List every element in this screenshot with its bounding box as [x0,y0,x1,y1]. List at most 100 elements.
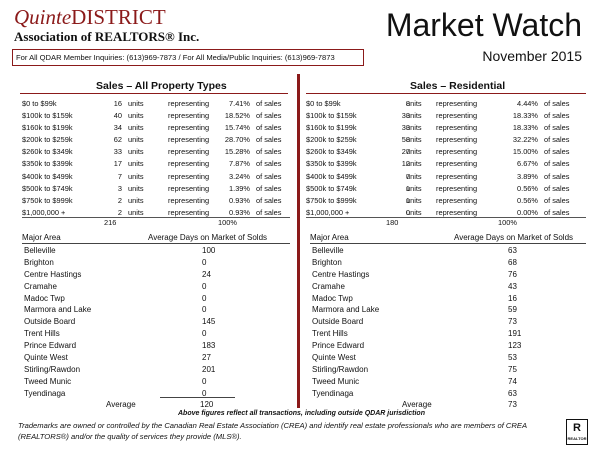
price-range: $750k to $999k [306,195,357,205]
representing-label: representing [168,135,210,145]
area-days: 75 [508,364,517,374]
price-range: $1,000,000 + [22,207,66,217]
average-label: Average [106,400,136,409]
representing-label: representing [168,159,210,169]
unit-count: 33 [401,123,410,133]
realtor-r-icon: R [573,422,581,434]
area-days: 63 [508,246,517,255]
price-row: $500k to $749k 1 units representing 0.56% of … [306,183,586,195]
area-row: Marmora and Lake 59 [312,304,586,316]
representing-label: representing [168,183,210,193]
price-row: $350k to $399k 17 units representing 7.87% of… [22,158,290,170]
area-name: Outside Board [24,317,76,327]
total-units: 216 [104,218,117,227]
area-name: Prince Edward [312,341,365,351]
of-sales-label: of sales [256,171,282,181]
price-row: $400k to $499k 7 units representing 3.24% of … [22,171,290,183]
of-sales-label: of sales [544,147,570,157]
area-days: 0 [202,257,207,267]
realtor-logo-text: REALTOR [567,436,587,441]
area-list-residential: Belleville 63 Brighton 68 Centre Hastings 76 C… [312,245,586,400]
area-row: Trent Hills 191 [312,328,586,340]
area-days: 100 [202,246,216,255]
sales-percent: 15.74% [224,123,250,133]
trademark-disclaimer: Trademarks are owned or controlled by th… [18,421,527,441]
area-name: Madoc Twp [24,293,65,303]
area-row: Quinte West 53 [312,352,586,364]
of-sales-label: of sales [544,183,570,193]
area-row: Cramahe 0 [24,281,288,293]
area-row: Stirling/Rawdon 201 [24,364,288,376]
sales-percent: 3.24% [229,171,250,181]
area-days: 183 [202,341,216,351]
total-row-residential: 180 100% [306,217,586,228]
area-name: Cramahe [312,281,345,291]
unit-count: 17 [113,159,122,169]
sales-percent: 18.52% [224,111,250,121]
units-label: units [406,195,422,205]
area-row: Madoc Twp 0 [24,293,288,305]
area-header-label: Major Area [310,233,349,242]
price-range: $350k to $399k [306,159,357,169]
area-days: 201 [202,364,216,374]
average-row-all-types: Average 120 [22,399,290,410]
price-table-residential: $0 to $99k 8 units representing 4.44% of sale… [306,98,586,219]
sales-percent: 28.70% [224,135,250,145]
of-sales-label: of sales [544,159,570,169]
unit-count: 2 [117,207,122,217]
unit-count: 1 [405,183,410,193]
area-row: Tyendinaga 0 [24,388,288,400]
area-name: Stirling/Rawdon [312,364,369,374]
area-name: Trent Hills [312,329,348,339]
representing-label: representing [168,207,210,217]
area-row: Stirling/Rawdon 75 [312,364,586,376]
price-row: $500k to $749k 3 units representing 1.39% of … [22,183,290,195]
of-sales-label: of sales [544,111,570,121]
area-days: 43 [508,281,517,291]
representing-label: representing [168,147,210,157]
total-row-all-types: 216 100% [22,217,290,228]
unit-count: 33 [113,147,122,157]
total-percent: 100% [498,218,517,227]
area-row: Brighton 0 [24,257,288,269]
area-name: Tweed Munic [312,376,360,386]
area-days: 68 [508,257,517,267]
of-sales-label: of sales [256,147,282,157]
units-label: units [406,135,422,145]
area-row: Belleville 63 [312,245,586,257]
total-rule-left [22,217,290,218]
units-label: units [406,207,422,217]
unit-count: 12 [401,159,410,169]
sales-percent: 32.22% [512,135,538,145]
price-range: $100k to $159k [306,111,357,121]
total-percent: 100% [218,218,237,227]
price-row: $100k to $159k 33 units representing 18.33% o… [306,110,586,122]
area-name: Brighton [24,257,54,267]
units-label: units [128,111,144,121]
area-days: 0 [202,293,207,303]
sales-percent: 4.44% [517,99,538,108]
area-row: Outside Board 73 [312,316,586,328]
sales-percent: 15.28% [224,147,250,157]
price-row: $160k to $199k 34 units representing 15.74% o… [22,122,290,134]
area-name: Cramahe [24,281,57,291]
representing-label: representing [436,99,478,108]
area-days: 73 [508,317,517,327]
of-sales-label: of sales [256,195,282,205]
area-header-residential: Major Area Average Days on Market of Sol… [310,232,586,244]
area-row: Cramahe 43 [312,281,586,293]
price-row: $1,000,000 + 0 units representing 0.00% of sa… [306,207,586,219]
of-sales-label: of sales [256,111,282,121]
units-label: units [406,171,422,181]
area-days: 76 [508,269,517,279]
average-row-residential: Average 73 [310,399,586,410]
area-name: Tyendinaga [24,388,66,398]
sales-percent: 3.89% [517,171,538,181]
representing-label: representing [168,111,210,121]
price-range: $350k to $399k [22,159,73,169]
price-row: $0 to $99k 16 units representing 7.41% of sal… [22,98,290,110]
area-name: Tweed Munic [24,376,72,386]
average-rule-left [160,397,235,398]
of-sales-label: of sales [544,123,570,133]
price-range: $400k to $499k [22,171,73,181]
